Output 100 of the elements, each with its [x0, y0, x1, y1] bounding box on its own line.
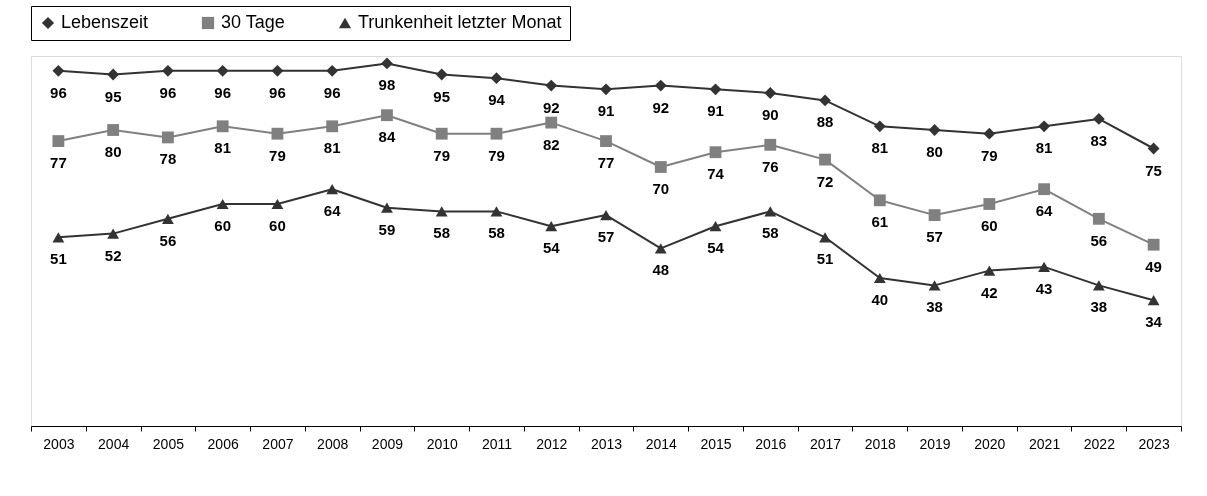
- data-label: 43: [1035, 279, 1053, 297]
- data-label: 96: [214, 83, 232, 101]
- x-tick-label: 2010: [426, 435, 458, 452]
- x-tick-label: 2005: [152, 435, 185, 452]
- data-label: 38: [926, 298, 943, 316]
- point: [545, 79, 558, 92]
- data-label: 34: [1145, 313, 1163, 331]
- data-label: 64: [1035, 202, 1054, 220]
- point: [654, 79, 667, 92]
- legend-label: 30 Tage: [221, 12, 285, 32]
- data-label: 57: [926, 228, 943, 246]
- data-label: 72: [816, 172, 834, 190]
- data-label: 91: [707, 102, 724, 120]
- data-label: 61: [871, 213, 889, 231]
- x-tick-label: 2008: [317, 435, 349, 452]
- x-tick-label: 2017: [809, 435, 842, 452]
- x-tick-label: 2006: [207, 435, 239, 452]
- data-label: 54: [542, 239, 561, 257]
- x-tick-label: 2007: [262, 435, 294, 452]
- data-label: 49: [1145, 257, 1162, 275]
- data-label: 82: [542, 135, 560, 153]
- data-label: 64: [323, 202, 342, 220]
- point: [271, 127, 284, 140]
- point: [1038, 261, 1051, 273]
- point: [326, 64, 339, 77]
- point: [928, 209, 941, 222]
- data-label: 92: [542, 98, 560, 116]
- legend-label: Lebenszeit: [61, 12, 149, 32]
- data-label: 70: [652, 180, 670, 197]
- data-label: 60: [269, 217, 286, 234]
- point: [107, 68, 120, 81]
- x-tick-label: 2019: [919, 435, 951, 452]
- x-tick-label: 2018: [864, 435, 897, 452]
- x-tick-label: 2003: [43, 435, 75, 452]
- point: [490, 127, 503, 140]
- point: [381, 109, 393, 122]
- point: [107, 228, 120, 239]
- point: [381, 202, 393, 213]
- x-tick-label: 2021: [1029, 435, 1061, 452]
- data-label: 77: [50, 154, 67, 172]
- data-label: 51: [50, 250, 67, 268]
- data-label: 56: [159, 231, 177, 249]
- x-tick-label: 2009: [371, 435, 404, 452]
- data-label: 59: [378, 220, 396, 238]
- x-tick-label: 2011: [481, 435, 513, 452]
- point: [326, 120, 339, 133]
- data-label: 98: [378, 76, 396, 94]
- data-label: 96: [159, 83, 177, 101]
- point: [490, 206, 503, 217]
- point: [873, 120, 886, 133]
- point: [545, 221, 558, 232]
- point: [161, 64, 174, 77]
- point: [216, 120, 229, 133]
- point: [873, 194, 886, 207]
- point: [161, 213, 174, 224]
- point: [161, 131, 174, 144]
- data-label: 79: [269, 146, 286, 164]
- data-label: 48: [652, 261, 670, 279]
- data-label: 56: [1090, 231, 1108, 249]
- data-label: 91: [597, 102, 615, 120]
- point: [216, 64, 229, 77]
- point: [709, 83, 722, 96]
- x-tick-label: 2004: [98, 435, 130, 452]
- x-tick-label: 2014: [645, 435, 678, 452]
- point: [764, 87, 777, 99]
- point: [216, 198, 229, 210]
- data-label: 42: [980, 283, 998, 301]
- point: [1038, 120, 1051, 133]
- point: [271, 64, 284, 77]
- point: [764, 138, 777, 151]
- data-label: 40: [871, 291, 889, 308]
- data-label: 60: [980, 217, 998, 234]
- data-label: 94: [488, 91, 506, 109]
- x-tick-label: 2023: [1138, 435, 1170, 452]
- data-label: 76: [761, 157, 779, 175]
- x-tick-label: 2016: [755, 435, 787, 452]
- point: [928, 124, 941, 136]
- data-label: 96: [50, 83, 67, 101]
- point: [1147, 142, 1160, 155]
- point: [819, 94, 831, 107]
- data-label: 81: [323, 139, 341, 157]
- data-label: 95: [433, 87, 451, 105]
- data-label: 81: [871, 139, 889, 157]
- data-label: 84: [378, 128, 396, 146]
- point: [819, 153, 831, 166]
- point: [1147, 238, 1160, 251]
- data-label: 81: [1035, 139, 1053, 157]
- point: [52, 64, 65, 77]
- point: [600, 209, 612, 221]
- data-label: 80: [104, 143, 122, 160]
- legend-label: Trunkenheit letzter Monat: [358, 12, 562, 32]
- point: [600, 83, 612, 96]
- data-label: 79: [980, 146, 998, 164]
- point: [52, 135, 65, 148]
- point: [1092, 112, 1105, 125]
- data-label: 58: [433, 224, 451, 242]
- data-label: 78: [159, 150, 177, 168]
- point: [381, 57, 393, 70]
- point: [271, 198, 284, 210]
- point: [873, 272, 886, 284]
